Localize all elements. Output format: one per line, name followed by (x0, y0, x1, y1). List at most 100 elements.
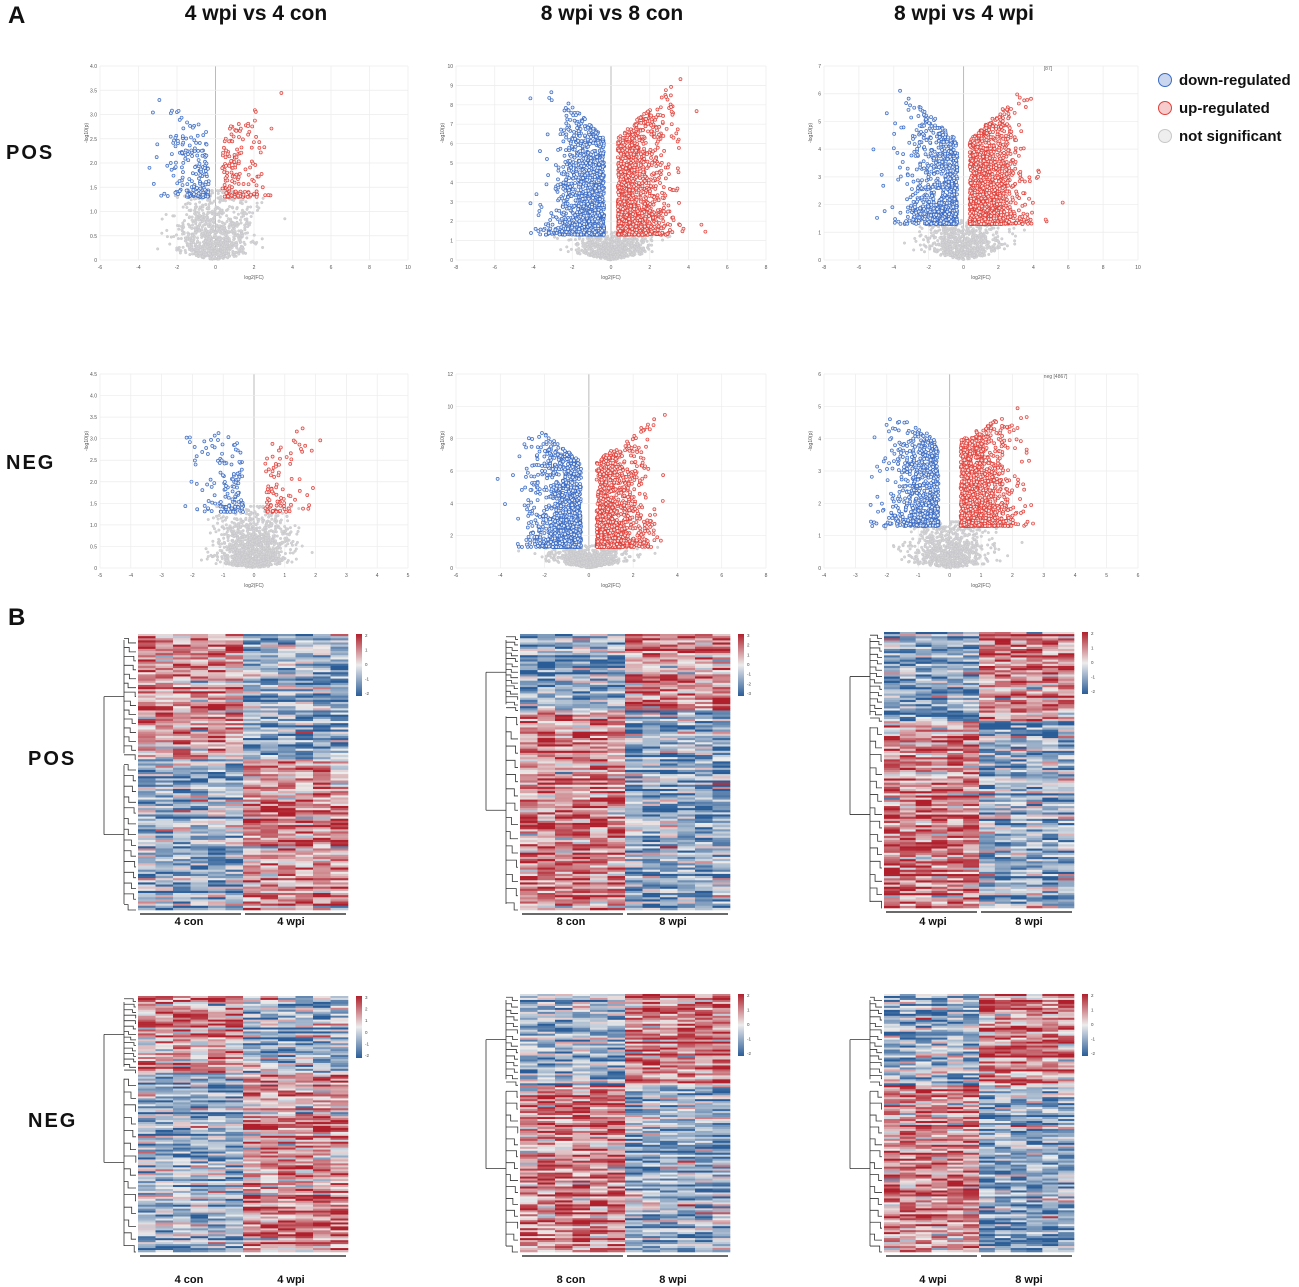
point-down (176, 139, 180, 143)
point-up (623, 210, 628, 215)
point-down (533, 227, 538, 231)
point-ns (634, 249, 638, 253)
point-down (577, 227, 582, 231)
y-tick-label: 2 (818, 203, 821, 209)
point-up (657, 132, 661, 137)
point-down (189, 135, 193, 140)
point-up (638, 163, 643, 168)
point-ns (914, 239, 918, 243)
point-ns (243, 211, 247, 215)
point-ns (177, 245, 181, 249)
point-down (191, 188, 196, 192)
point-up (251, 161, 255, 166)
point-up (241, 192, 246, 197)
y-tick-label: 6 (450, 142, 453, 148)
point-down (600, 157, 605, 162)
point-up (621, 140, 625, 145)
point-down (556, 168, 561, 173)
point-down (582, 222, 586, 226)
point-down (147, 165, 152, 170)
point-ns (212, 220, 216, 224)
x-tick-label: 4 (1032, 265, 1035, 271)
point-up (243, 167, 248, 172)
point-up (634, 197, 639, 202)
point-down (563, 160, 568, 164)
point-up (658, 105, 663, 110)
x-tick-label: 2 (648, 265, 651, 271)
volcano-plot-pos-8wpi-vs-8con: -8 -6 -4 -2 0 2 4 6 8012345678910log2(FC)-log10(… (440, 64, 768, 281)
point-ns (181, 205, 185, 209)
point-up (643, 216, 648, 221)
point-up (616, 155, 620, 160)
point-up (630, 230, 635, 235)
point-ns (938, 228, 942, 232)
point-ns (210, 201, 214, 205)
point-ns (204, 236, 208, 240)
point-up (660, 120, 665, 124)
point-ns (260, 237, 264, 241)
point-down (204, 153, 209, 158)
point-down (202, 187, 207, 192)
point-up (618, 200, 623, 205)
point-ns (191, 233, 195, 237)
point-ns (599, 249, 603, 253)
point-ns (224, 241, 228, 245)
point-ns (217, 238, 221, 242)
point-ns (620, 253, 624, 257)
point-up (234, 155, 239, 160)
point-ns (208, 252, 212, 256)
point-up (636, 195, 641, 200)
point-down (567, 176, 572, 180)
point-up (224, 163, 228, 168)
point-down (574, 121, 579, 126)
point-ns (248, 221, 252, 225)
point-down (575, 232, 580, 237)
point-down (173, 144, 178, 149)
point-ns (193, 235, 197, 239)
point-up (230, 179, 234, 183)
y-tick-label: 4 (818, 147, 821, 153)
point-ns (565, 245, 569, 249)
point-down (544, 232, 548, 237)
point-up (616, 232, 621, 237)
point-up (618, 215, 623, 220)
point-ns (624, 246, 628, 250)
point-up (624, 163, 629, 167)
point-ns (208, 243, 212, 247)
point-up (651, 171, 656, 176)
point-down (583, 117, 587, 121)
point-up (658, 215, 663, 220)
point-ns (647, 247, 651, 251)
point-ns (255, 201, 259, 205)
point-down (580, 119, 585, 124)
point-down (181, 170, 185, 174)
point-down (578, 223, 582, 227)
point-ns (204, 215, 208, 219)
x-tick-label: 8 (368, 265, 371, 271)
point-ns (198, 241, 202, 245)
point-down (173, 136, 178, 140)
x-tick-label: 6 (1067, 265, 1070, 271)
point-ns (160, 231, 164, 235)
point-ns (201, 231, 205, 235)
point-ns (985, 246, 989, 250)
point-ns (1013, 234, 1017, 238)
point-down (190, 179, 194, 184)
point-ns (606, 234, 610, 238)
point-ns (918, 243, 922, 247)
y-axis-label: -log10(p) (440, 123, 446, 143)
point-ns (179, 237, 183, 241)
point-ns (950, 226, 954, 230)
point-down (574, 163, 579, 168)
point-down (590, 205, 594, 209)
point-ns (190, 245, 194, 249)
point-ns (222, 224, 226, 228)
point-ns (606, 250, 610, 254)
point-down (596, 210, 600, 215)
point-down (537, 209, 542, 213)
point-ns (612, 255, 616, 259)
point-up (664, 212, 668, 217)
point-up (659, 153, 664, 158)
point-down (536, 213, 541, 218)
volcano-plot-pos-8wpi-vs-4wpi: -8 -6 -4 -2 0 2 4 6 8 1001234567log2(FC)-log10(p)… (808, 64, 1141, 281)
